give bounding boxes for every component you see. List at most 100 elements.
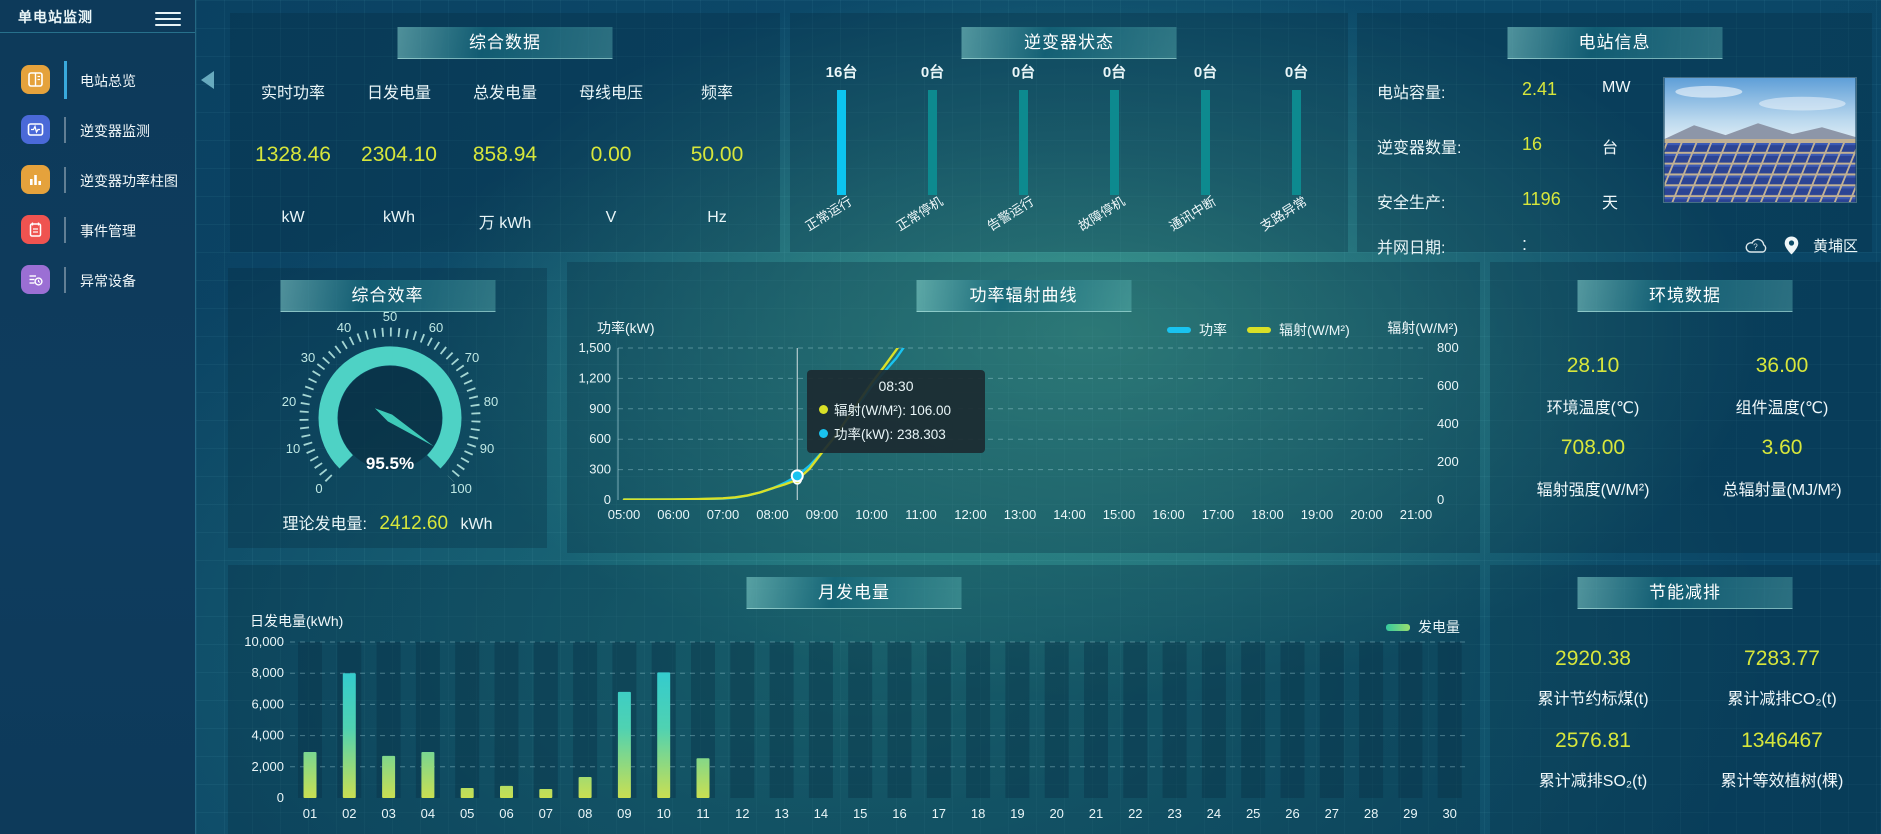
saving-trees: 1346467 累计等效植树(棵) xyxy=(1720,729,1844,790)
station-capacity-row: 电站容量: 2.41 MW xyxy=(1377,79,1631,102)
svg-text:1,500: 1,500 xyxy=(578,340,611,355)
saving-coal: 2920.38 累计节约标煤(t) xyxy=(1537,647,1649,708)
svg-text:10: 10 xyxy=(656,806,670,821)
sidebar-item-inverter-power-bars[interactable]: 逆变器功率柱图 xyxy=(0,158,195,202)
svg-text:100: 100 xyxy=(450,481,472,496)
svg-text:4,000: 4,000 xyxy=(251,728,284,743)
station-location: ? 黄埔区 xyxy=(1743,235,1858,256)
svg-text:600: 600 xyxy=(1437,378,1459,393)
svg-text:23: 23 xyxy=(1167,806,1181,821)
metric-frequency: 频率 50.00 Hz xyxy=(690,85,744,226)
svg-text:27: 27 xyxy=(1325,806,1339,821)
svg-text:800: 800 xyxy=(1437,340,1459,355)
env-module-temp: 36.00 组件温度(℃) xyxy=(1735,354,1829,417)
status-fault-stop: 0台 故障停机 xyxy=(1075,64,1128,234)
svg-text:09: 09 xyxy=(617,806,631,821)
saving-co2: 7283.77 累计减排CO₂(t) xyxy=(1727,647,1837,708)
status-alarm-running: 0台 告警运行 xyxy=(984,64,1037,234)
svg-text:11:00: 11:00 xyxy=(905,507,937,522)
svg-text:6,000: 6,000 xyxy=(251,696,284,711)
svg-text:30: 30 xyxy=(301,350,315,365)
bar-y-axis-name: 日发电量(kWh) xyxy=(250,613,344,629)
svg-text:08: 08 xyxy=(578,806,592,821)
env-total-radiation: 3.60 总辐射量(MJ/M²) xyxy=(1722,436,1842,499)
item-divider xyxy=(64,217,66,243)
svg-text:22: 22 xyxy=(1128,806,1142,821)
metric-daily-energy: 日发电量 2304.10 kWh xyxy=(361,85,437,226)
svg-text:0: 0 xyxy=(277,790,284,805)
notebook-icon xyxy=(21,215,50,244)
sidebar-item-label: 异常设备 xyxy=(80,273,136,289)
svg-text:25: 25 xyxy=(1246,806,1260,821)
svg-text:0: 0 xyxy=(315,481,322,496)
svg-text:60: 60 xyxy=(429,320,443,335)
sidebar-item-event-management[interactable]: 事件管理 xyxy=(0,208,195,252)
sidebar-collapse-arrow[interactable] xyxy=(201,71,214,89)
savings-metrics: 2920.38 累计节约标煤(t) 7283.77 累计减排CO₂(t) 257… xyxy=(1490,565,1880,834)
overview-icon xyxy=(21,65,50,94)
y-right-axis-name: 辐射(W/M²) xyxy=(1387,320,1458,336)
status-branch-abnormal: 0台 支路异常 xyxy=(1257,64,1310,234)
station-safe-days-row: 安全生产: 1196 天 xyxy=(1377,189,1619,212)
svg-text:18:00: 18:00 xyxy=(1251,507,1284,522)
sidebar-item-station-overview[interactable]: 电站总览 xyxy=(0,58,195,102)
station-grid-date-row: 并网日期: : xyxy=(1377,234,1528,257)
panel-summary-title: 综合数据 xyxy=(397,27,613,59)
svg-text:70: 70 xyxy=(465,350,479,365)
item-divider xyxy=(64,117,66,143)
panel-efficiency: 综合效率 0 10 20 30 40 50 60 70 80 90 xyxy=(228,268,547,548)
svg-text:20: 20 xyxy=(282,394,296,409)
svg-text:10:00: 10:00 xyxy=(855,507,888,522)
svg-text:01: 01 xyxy=(303,806,317,821)
panel-environment: 环境数据 28.10 环境温度(℃) 36.00 组件温度(℃) 708.00 … xyxy=(1490,262,1880,553)
panel-inverter-status-title: 逆变器状态 xyxy=(961,27,1177,59)
sidebar-item-abnormal-devices[interactable]: 异常设备 xyxy=(0,258,195,302)
sidebar-item-label: 电站总览 xyxy=(80,73,136,89)
svg-text:13: 13 xyxy=(774,806,788,821)
sidebar-item-inverter-monitor[interactable]: 逆变器监测 xyxy=(0,108,195,152)
svg-text:80: 80 xyxy=(484,394,498,409)
monthly-bar-chart[interactable]: 0 2,000 4,000 6,000 8,000 10,000 01 02 03 04 05 06 0… xyxy=(228,565,1480,834)
summary-metrics: 实时功率 1328.46 kW 日发电量 2304.10 kWh 总发电量 85… xyxy=(240,71,770,238)
svg-text:17: 17 xyxy=(932,806,946,821)
svg-text:12:00: 12:00 xyxy=(954,507,987,522)
radiation-legend-swatch xyxy=(1247,327,1271,333)
metric-bus-voltage: 母线电压 0.00 V xyxy=(578,85,643,226)
svg-text:900: 900 xyxy=(589,401,611,416)
svg-text:07: 07 xyxy=(539,806,553,821)
efficiency-gauge: 0 10 20 30 40 50 60 70 80 90 100 95.5% xyxy=(282,312,498,496)
power-legend-swatch xyxy=(1167,327,1191,333)
panel-savings-title: 节能减排 xyxy=(1577,577,1793,609)
gauge-needle xyxy=(374,408,434,447)
bar-legend[interactable]: 发电量 xyxy=(1386,617,1460,637)
inverter-monitor-icon xyxy=(21,115,50,144)
panel-monthly-generation: 月发电量 日发电量(kWh) 发电量 0 2,000 4,000 6,000 8,000… xyxy=(228,565,1480,834)
svg-text:08:00: 08:00 xyxy=(756,507,789,522)
svg-text:19:00: 19:00 xyxy=(1301,507,1334,522)
svg-text:8,000: 8,000 xyxy=(251,665,284,680)
svg-text:12: 12 xyxy=(735,806,749,821)
svg-text:26: 26 xyxy=(1285,806,1299,821)
svg-text:04: 04 xyxy=(421,806,435,821)
svg-text:06: 06 xyxy=(499,806,513,821)
panel-monthly-title: 月发电量 xyxy=(746,577,962,609)
curve-legend[interactable]: 功率 辐射(W/M²) xyxy=(1167,320,1350,340)
svg-text:?: ? xyxy=(1753,243,1758,252)
svg-text:14:00: 14:00 xyxy=(1053,507,1086,522)
sidebar-item-label: 事件管理 xyxy=(80,223,136,239)
active-indicator xyxy=(64,61,67,99)
abnormal-list-icon xyxy=(21,265,50,294)
panel-summary: 综合数据 实时功率 1328.46 kW 日发电量 2304.10 kWh 总发… xyxy=(230,13,780,252)
svg-text:40: 40 xyxy=(337,320,351,335)
sidebar: 单电站监测 电站总览 逆变器监测 逆变器功率柱图 xyxy=(0,0,196,834)
svg-text:11: 11 xyxy=(696,806,710,821)
env-radiation-intensity: 708.00 辐射强度(W/M²) xyxy=(1536,436,1650,499)
metric-realtime-power: 实时功率 1328.46 kW xyxy=(255,85,331,226)
weather-cloud-icon: ? xyxy=(1745,238,1767,253)
svg-text:16: 16 xyxy=(892,806,906,821)
bar-chart-icon xyxy=(21,165,50,194)
power-radiation-chart[interactable]: 0 300 600 900 1,200 1,500 0 200 400 600 800 05:00 06… xyxy=(567,262,1480,553)
svg-text:10,000: 10,000 xyxy=(244,634,284,649)
menu-toggle-icon[interactable] xyxy=(155,8,181,30)
svg-text:05: 05 xyxy=(460,806,474,821)
